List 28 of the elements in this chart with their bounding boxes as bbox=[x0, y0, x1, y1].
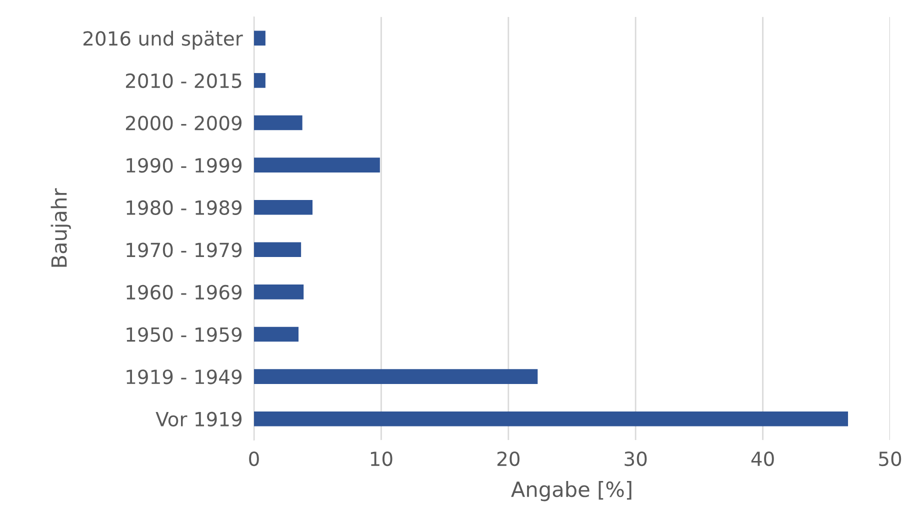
bar bbox=[254, 326, 299, 342]
bar bbox=[254, 30, 266, 46]
bar bbox=[254, 411, 848, 426]
y-tick-label: 1970 - 1979 bbox=[126, 242, 242, 258]
y-tick-label: Vor 1919 bbox=[156, 412, 242, 427]
x-tick-label: 0 bbox=[249, 451, 259, 466]
x-tick-label: 10 bbox=[370, 451, 392, 466]
bar bbox=[254, 158, 380, 172]
y-tick-label: 1919 - 1949 bbox=[126, 370, 242, 384]
bar bbox=[254, 284, 304, 300]
bar bbox=[254, 115, 302, 130]
y-tick-label: 2010 - 2015 bbox=[126, 73, 242, 88]
y-tick-label: 1990 - 1999 bbox=[126, 158, 242, 173]
y-tick-label: 1950 - 1959 bbox=[126, 327, 242, 342]
x-tick-label: 30 bbox=[624, 451, 647, 466]
y-tick-label: 1980 - 1989 bbox=[126, 200, 242, 216]
bar bbox=[254, 73, 266, 88]
y-axis-title: Baujahr bbox=[50, 188, 71, 267]
y-tick-label: 2016 und später bbox=[84, 30, 243, 50]
bar bbox=[254, 242, 302, 258]
y-tick-label: 1960 - 1969 bbox=[126, 284, 242, 300]
bar bbox=[254, 200, 313, 215]
bar bbox=[254, 369, 538, 384]
x-axis-title: Angabe [%] bbox=[511, 481, 632, 502]
x-tick-label: 20 bbox=[497, 451, 520, 466]
x-tick-label: 40 bbox=[751, 451, 774, 466]
x-tick-label: 50 bbox=[879, 451, 902, 466]
y-tick-label: 2000 - 2009 bbox=[126, 116, 242, 130]
